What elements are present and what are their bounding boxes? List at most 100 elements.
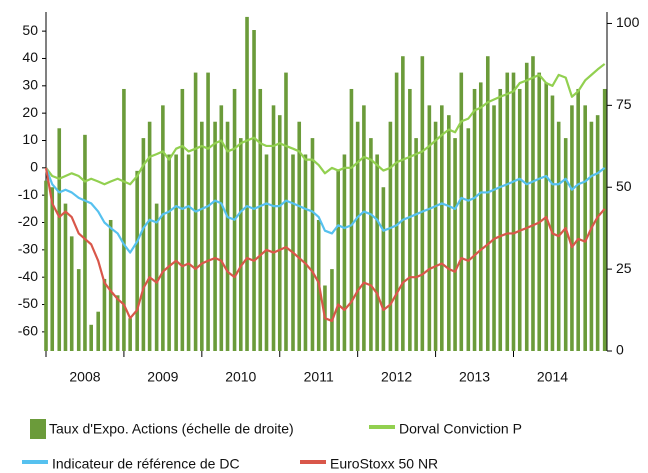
bar (180, 88, 185, 352)
bar (154, 203, 159, 351)
bar (200, 121, 204, 351)
y-tick-label: 50 (22, 22, 38, 38)
line (45, 63, 606, 186)
x-tick-label: 2014 (537, 369, 568, 385)
bar (433, 121, 438, 351)
legend-label: Indicateur de référence de DC (52, 456, 240, 472)
bar (277, 115, 282, 351)
bar (213, 121, 217, 351)
y-tick-label: 10 (22, 131, 38, 147)
y-tick-label: -40 (18, 268, 38, 284)
bar (401, 56, 405, 351)
bar (264, 154, 269, 351)
line (44, 167, 606, 323)
bar (362, 105, 366, 351)
bar (238, 138, 243, 351)
bar (161, 105, 165, 351)
bar (589, 121, 594, 351)
bar (108, 219, 113, 351)
bar (271, 105, 276, 351)
bar (440, 105, 444, 351)
y-tick-label: -50 (18, 295, 38, 311)
bar (550, 95, 555, 352)
y-tick-label: 20 (22, 104, 38, 120)
legend-item: Dorval Conviction P (369, 421, 522, 437)
bar (511, 72, 516, 351)
bar (466, 128, 471, 351)
bar (102, 278, 107, 351)
y2-tick-label: 50 (616, 178, 632, 194)
y-tick-label: -10 (18, 186, 38, 202)
bar (122, 88, 126, 352)
legend-swatch (30, 419, 46, 439)
bar (459, 72, 464, 351)
bar (174, 154, 178, 351)
legend-item: EuroStoxx 50 NR (300, 456, 438, 472)
y-tick-label: -60 (18, 323, 38, 339)
bar (394, 72, 399, 351)
y-tick-label: -30 (18, 241, 38, 257)
bar (447, 115, 451, 351)
bar (310, 138, 315, 351)
bar (89, 324, 93, 351)
bar (583, 105, 587, 351)
bar (414, 138, 418, 351)
bar (602, 88, 607, 352)
y2-tick-label: 100 (616, 14, 640, 30)
bar (297, 121, 302, 351)
bar (388, 121, 393, 351)
bar (76, 269, 81, 351)
bar (63, 203, 68, 351)
bar (141, 138, 146, 351)
y2-tick-label: 0 (616, 342, 624, 358)
y2-tick-label: 25 (616, 260, 632, 276)
bar (563, 138, 568, 351)
bar (115, 295, 120, 351)
bar (186, 154, 191, 351)
x-tick-label: 2013 (459, 369, 490, 385)
bar (245, 16, 249, 351)
bar (472, 88, 477, 352)
bar (517, 88, 522, 352)
x-tick-label: 2009 (147, 369, 178, 385)
bar (498, 88, 503, 352)
bar (342, 154, 347, 351)
bar (303, 154, 308, 351)
x-tick-label: 2008 (69, 369, 100, 385)
legend-label: EuroStoxx 50 NR (330, 456, 438, 472)
bar (252, 30, 256, 351)
legend-label: Dorval Conviction P (399, 421, 522, 437)
y-tick-label: 40 (22, 49, 38, 65)
bar (505, 72, 510, 351)
bar (453, 138, 457, 351)
legend-item: Taux d'Expo. Actions (échelle de droite) (30, 419, 294, 439)
bar (225, 121, 230, 351)
y-tick-label: -20 (18, 213, 38, 229)
y2-tick-label: 75 (616, 96, 632, 112)
bar (147, 121, 152, 351)
x-tick-label: 2010 (225, 369, 256, 385)
bar (478, 82, 483, 351)
bar (492, 105, 496, 351)
bar (349, 88, 354, 352)
legend-label: Taux d'Expo. Actions (échelle de droite) (49, 421, 294, 437)
bar (206, 72, 210, 351)
bar (375, 154, 379, 351)
x-tick-label: 2012 (381, 369, 412, 385)
bar (50, 187, 55, 351)
bar (537, 72, 542, 351)
bar (369, 138, 373, 351)
x-tick-label: 2011 (304, 369, 334, 385)
bar (595, 115, 600, 351)
bar (258, 88, 263, 352)
bar (485, 56, 490, 351)
bar (427, 105, 432, 351)
legend-item: Indicateur de référence de DC (22, 456, 240, 472)
bar (576, 88, 580, 352)
bar (135, 170, 139, 351)
bar (336, 170, 340, 351)
bar (284, 72, 288, 351)
y-tick-label: 0 (30, 159, 38, 175)
